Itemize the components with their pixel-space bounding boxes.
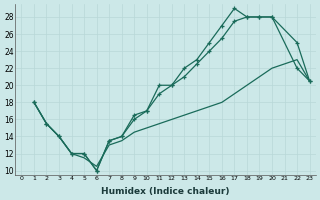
X-axis label: Humidex (Indice chaleur): Humidex (Indice chaleur): [101, 187, 230, 196]
